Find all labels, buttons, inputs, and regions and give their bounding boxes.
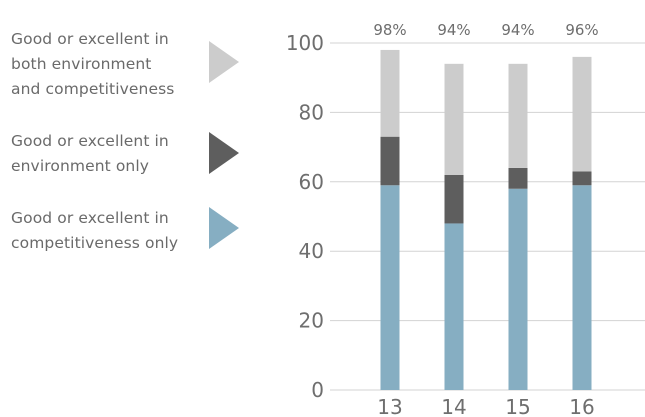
legend-label-line: and competitiveness: [11, 80, 175, 98]
legend-marker-both: [209, 41, 239, 83]
bar-total-label: 98%: [373, 21, 406, 39]
bar-total-label: 94%: [501, 21, 534, 39]
bar-total-label: 94%: [437, 21, 470, 39]
bar-segment: [572, 171, 592, 186]
legend-label-line: Good or excellent in: [11, 30, 169, 48]
bar-segment: [508, 188, 528, 390]
y-tick-label: 100: [286, 31, 324, 55]
legend-item-both: Good or excellent in both environment an…: [11, 27, 174, 102]
legend-item-environment: Good or excellent in environment only: [11, 129, 169, 179]
legend-marker-environment: [209, 132, 239, 174]
bar-segment: [508, 63, 528, 168]
bar-total-label: 96%: [565, 21, 598, 39]
y-tick-label: 0: [311, 378, 324, 402]
y-tick-label: 40: [299, 239, 324, 263]
bar-segment: [380, 49, 400, 137]
legend-label-line: competitiveness only: [11, 234, 179, 252]
y-tick-label: 60: [299, 170, 324, 194]
legend-label-line: environment only: [11, 157, 150, 175]
legend-label-line: Good or excellent in: [11, 132, 169, 150]
bar-segment: [380, 185, 400, 390]
x-tick-label: 16: [569, 395, 594, 417]
y-tick-label: 80: [299, 100, 324, 124]
legend-label-line: Good or excellent in: [11, 209, 169, 227]
bar-segment: [444, 223, 464, 390]
x-tick-label: 15: [505, 395, 530, 417]
bar-segment: [380, 136, 400, 186]
y-tick-label: 20: [299, 309, 324, 333]
bar-segment: [572, 185, 592, 390]
x-tick-label: 14: [441, 395, 466, 417]
bar-segment: [444, 63, 464, 175]
bar-segment: [444, 174, 464, 224]
bar-segment: [508, 167, 528, 189]
legend-label-line: both environment: [11, 55, 152, 73]
legend-item-competitiveness: Good or excellent in competitiveness onl…: [11, 206, 178, 256]
bar-segment: [572, 56, 592, 172]
legend-marker-competitiveness: [209, 207, 239, 249]
x-tick-label: 13: [377, 395, 402, 417]
